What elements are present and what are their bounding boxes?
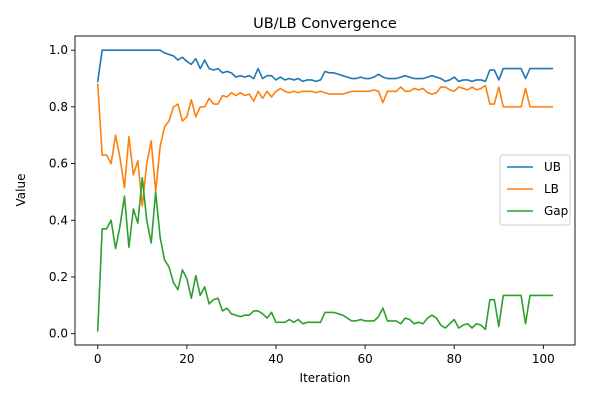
y-tick-label-0.6: 0.6 [49,157,68,171]
series-line-gap [96,176,554,332]
chart-title: UB/LB Convergence [253,16,397,32]
legend: UB LB Gap [499,154,571,226]
y-tick-label-0.2: 0.2 [49,270,68,284]
legend-label-lb: LB [544,182,559,196]
legend-label-gap: Gap [544,204,568,218]
y-tick-label-0: 0.0 [49,327,68,341]
x-tick-label-40: 40 [268,352,283,366]
plot-area: 0 20 40 60 80 100 0.0 0.2 0.4 0.6 0.8 1.0 [49,35,576,366]
y-tick-label-0.4: 0.4 [49,213,68,227]
x-tick-label-20: 20 [179,352,194,366]
y-axis-title: Value [14,174,28,207]
axes-frame [74,35,576,346]
x-axis-title: Iteration [300,371,351,385]
legend-label-ub: UB [544,160,561,174]
x-tick-label-100: 100 [532,352,555,366]
x-tick-label-80: 80 [447,352,462,366]
x-tick-label-60: 60 [357,352,372,366]
legend-box [499,154,571,226]
y-tick-label-1: 1.0 [49,43,68,57]
series-line-lb [96,83,554,207]
series-line-ub [96,49,554,83]
x-tick-label-0: 0 [94,352,102,366]
y-tick-label-0.8: 0.8 [49,100,68,114]
